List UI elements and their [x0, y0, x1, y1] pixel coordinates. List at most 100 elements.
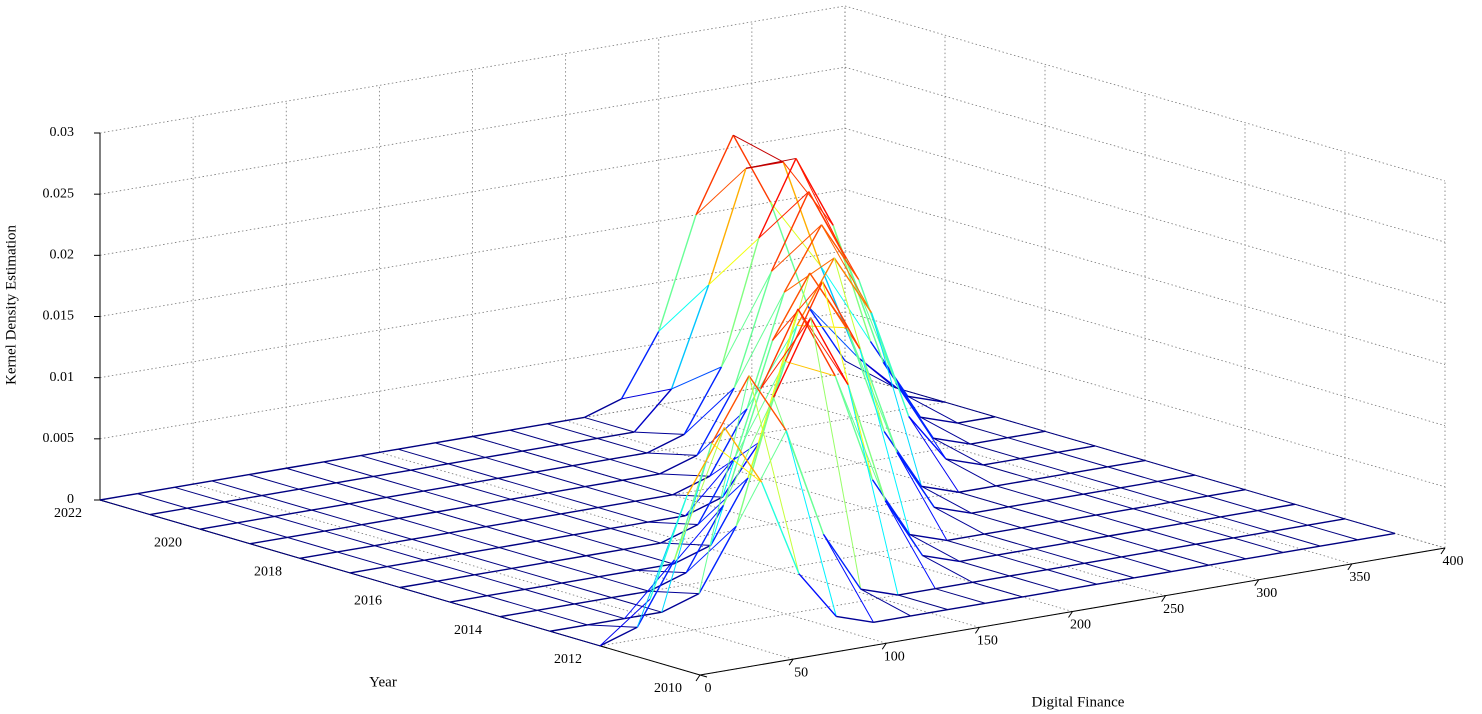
mesh-line: [735, 397, 775, 527]
grid-line: [99, 250, 846, 379]
mesh-line: [908, 416, 960, 493]
mesh-line: [361, 524, 412, 540]
mesh-line: [636, 563, 674, 572]
mesh-line: [286, 461, 324, 469]
mesh-line: [836, 615, 874, 624]
mesh-line: [360, 455, 411, 471]
mesh-line: [695, 167, 747, 216]
x-tick-label: 100: [884, 649, 905, 664]
mesh-line: [711, 375, 750, 444]
mesh-line: [211, 480, 262, 497]
mesh-line: [549, 624, 588, 632]
mesh-line: [598, 576, 650, 592]
mesh-line: [658, 214, 697, 332]
mesh-line: [535, 471, 586, 488]
x-tick-label: 150: [977, 634, 998, 649]
mesh-line: [683, 387, 735, 435]
mesh-line: [522, 444, 560, 452]
mesh-line: [449, 595, 488, 603]
mesh-line: [447, 463, 499, 479]
mesh-line: [748, 375, 787, 431]
mesh-line: [559, 437, 598, 446]
mesh-line: [711, 442, 763, 483]
mesh-line: [920, 416, 958, 424]
mesh-line: [1357, 532, 1396, 541]
mesh-line: [311, 509, 362, 526]
mesh-line: [1270, 531, 1321, 547]
mesh-line: [907, 395, 958, 424]
mesh-line: [1307, 518, 1346, 526]
mesh-line: [1094, 445, 1146, 461]
mesh-line: [623, 548, 674, 565]
mesh-line: [1107, 466, 1158, 482]
mesh-line: [1183, 522, 1234, 539]
mesh-line: [373, 469, 411, 478]
mesh-line: [149, 514, 201, 530]
y-tick-label: 2022: [54, 506, 82, 521]
mesh-line: [910, 608, 949, 617]
mesh-line: [546, 423, 598, 439]
mesh-line: [896, 452, 948, 541]
mesh-line: [770, 191, 810, 272]
mesh-line: [337, 551, 388, 568]
mesh-line: [671, 366, 722, 390]
mesh-line: [1294, 503, 1346, 520]
mesh-line: [972, 575, 1010, 584]
mesh-line: [672, 475, 711, 496]
mesh-line: [1157, 480, 1208, 497]
mesh-line: [560, 506, 599, 515]
mesh-line: [487, 595, 538, 611]
mesh-line: [1070, 466, 1108, 474]
mesh-line: [823, 534, 874, 623]
mesh-line: [510, 498, 561, 515]
grid-line: [379, 451, 980, 628]
mesh-line: [1144, 460, 1196, 476]
tick-mark: [788, 658, 794, 666]
mesh-line: [611, 590, 650, 599]
mesh-line: [734, 340, 774, 458]
mesh-line: [934, 506, 972, 514]
mesh-line: [1095, 514, 1147, 531]
mesh-line: [437, 574, 475, 582]
mesh-line: [559, 444, 610, 460]
mesh-line: [1071, 535, 1109, 544]
mesh-line: [821, 281, 861, 350]
mesh-line: [387, 559, 425, 568]
mesh-line: [1120, 480, 1158, 489]
mesh-line: [1195, 537, 1234, 545]
mesh-line: [574, 603, 625, 620]
mesh-line: [287, 536, 338, 553]
mesh-line: [920, 416, 971, 445]
mesh-line: [572, 458, 610, 467]
mesh-line: [397, 448, 449, 465]
mesh-line: [336, 475, 374, 484]
mesh-line: [261, 495, 312, 511]
mesh-line: [461, 553, 512, 569]
grid-line: [844, 250, 1446, 427]
mesh-line: [1307, 524, 1358, 541]
mesh-line: [1320, 539, 1358, 547]
mesh-line: [1283, 545, 1321, 554]
tick-mark: [974, 627, 980, 634]
mesh-line: [959, 560, 1010, 577]
mesh-line: [895, 383, 947, 460]
mesh-line: [957, 416, 996, 424]
mesh-line: [1045, 500, 1097, 516]
mesh-line: [498, 547, 550, 563]
mesh-line: [873, 615, 911, 624]
mesh-line: [709, 408, 748, 477]
mesh-line: [695, 134, 734, 216]
mesh-line: [983, 464, 1034, 481]
mesh-line: [1207, 488, 1246, 497]
mesh-line: [661, 592, 700, 613]
mesh-line: [635, 500, 686, 517]
mesh-line: [807, 305, 859, 358]
mesh-line: [1194, 474, 1246, 491]
mesh-line: [821, 224, 872, 313]
mesh-line: [897, 587, 936, 596]
mesh-line: [971, 512, 1022, 529]
mesh-line: [561, 582, 612, 599]
mesh-line: [884, 500, 936, 589]
mesh-line: [211, 473, 250, 482]
